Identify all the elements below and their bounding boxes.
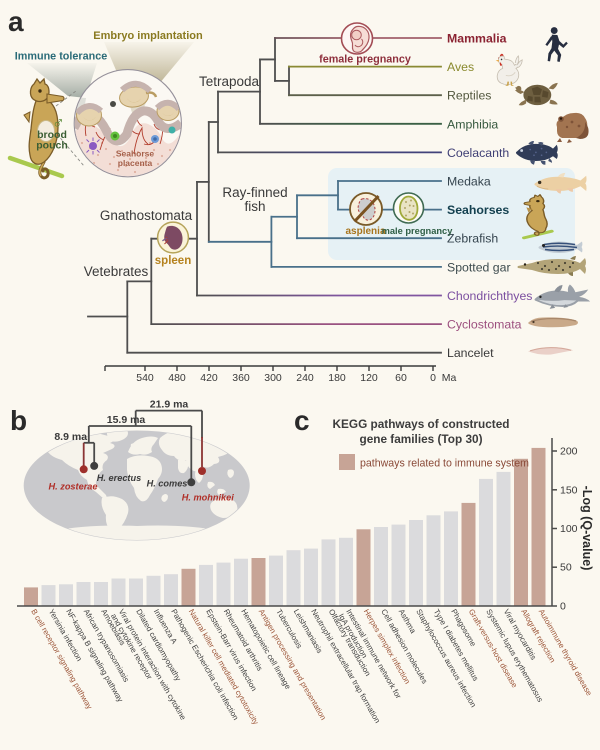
- svg-text:female pregnancy: female pregnancy: [319, 54, 411, 66]
- svg-text:H. mohnikei: H. mohnikei: [182, 493, 235, 503]
- svg-text:-Log (Q-value): -Log (Q-value): [580, 486, 594, 571]
- svg-text:200: 200: [560, 446, 578, 458]
- svg-text:0: 0: [560, 601, 566, 613]
- svg-text:0: 0: [430, 372, 436, 384]
- svg-text:180: 180: [328, 372, 346, 384]
- svg-text:Medaka: Medaka: [447, 175, 491, 189]
- svg-text:Immune tolerance: Immune tolerance: [15, 51, 107, 63]
- svg-text:Seahorses: Seahorses: [447, 203, 509, 217]
- svg-text:spleen: spleen: [155, 255, 191, 267]
- svg-text:15.9 ma: 15.9 ma: [107, 414, 146, 426]
- svg-text:gene families (Top 30): gene families (Top 30): [359, 432, 482, 446]
- svg-text:21.9 ma: 21.9 ma: [150, 399, 189, 411]
- svg-text:b: b: [10, 405, 27, 436]
- svg-text:Lancelet: Lancelet: [447, 346, 494, 360]
- svg-text:brood: brood: [37, 129, 67, 141]
- svg-text:Seahorse: Seahorse: [116, 149, 155, 159]
- svg-text:240: 240: [296, 372, 314, 384]
- svg-text:c: c: [294, 405, 310, 436]
- svg-text:H. comes: H. comes: [147, 479, 188, 489]
- svg-text:♂: ♂: [52, 113, 65, 132]
- svg-text:pathways related to immune sys: pathways related to immune system: [360, 458, 529, 470]
- svg-text:Embryo implantation: Embryo implantation: [93, 30, 203, 42]
- svg-text:Mammalia: Mammalia: [447, 32, 507, 46]
- svg-text:Vetebrates: Vetebrates: [84, 264, 149, 279]
- svg-text:Spotted gar: Spotted gar: [447, 260, 511, 274]
- svg-text:8.9 ma: 8.9 ma: [54, 431, 87, 443]
- svg-text:male pregnancy: male pregnancy: [382, 226, 454, 236]
- svg-text:Reptiles: Reptiles: [447, 89, 491, 103]
- svg-text:fish: fish: [244, 199, 265, 214]
- svg-text:Aves: Aves: [447, 60, 474, 74]
- svg-text:360: 360: [232, 372, 250, 384]
- svg-text:Ma: Ma: [442, 372, 457, 384]
- svg-text:asplenia: asplenia: [345, 226, 385, 237]
- svg-text:Gnathostomata: Gnathostomata: [100, 208, 193, 223]
- svg-text:Cyclostomata: Cyclostomata: [447, 318, 522, 332]
- svg-text:Amphibia: Amphibia: [447, 117, 498, 131]
- svg-text:540: 540: [136, 372, 154, 384]
- svg-text:placenta: placenta: [118, 158, 153, 168]
- svg-text:420: 420: [200, 372, 218, 384]
- svg-text:H. erectus: H. erectus: [97, 473, 141, 483]
- svg-text:300: 300: [264, 372, 282, 384]
- svg-text:H. zosterae: H. zosterae: [48, 482, 97, 492]
- svg-text:150: 150: [560, 484, 578, 496]
- svg-text:50: 50: [560, 562, 572, 574]
- svg-text:480: 480: [168, 372, 186, 384]
- svg-text:Zebrafish: Zebrafish: [447, 232, 498, 246]
- svg-text:100: 100: [560, 523, 578, 535]
- svg-text:Tetrapoda: Tetrapoda: [199, 74, 260, 89]
- svg-text:Ray-finned: Ray-finned: [222, 185, 287, 200]
- svg-text:Chondrichthyes: Chondrichthyes: [447, 289, 532, 303]
- svg-text:120: 120: [360, 372, 378, 384]
- svg-text:Coelacanth: Coelacanth: [447, 146, 509, 160]
- svg-text:pouch: pouch: [36, 140, 68, 152]
- svg-text:a: a: [8, 6, 24, 37]
- svg-text:KEGG pathways of constructed: KEGG pathways of constructed: [333, 417, 510, 431]
- svg-text:60: 60: [395, 372, 407, 384]
